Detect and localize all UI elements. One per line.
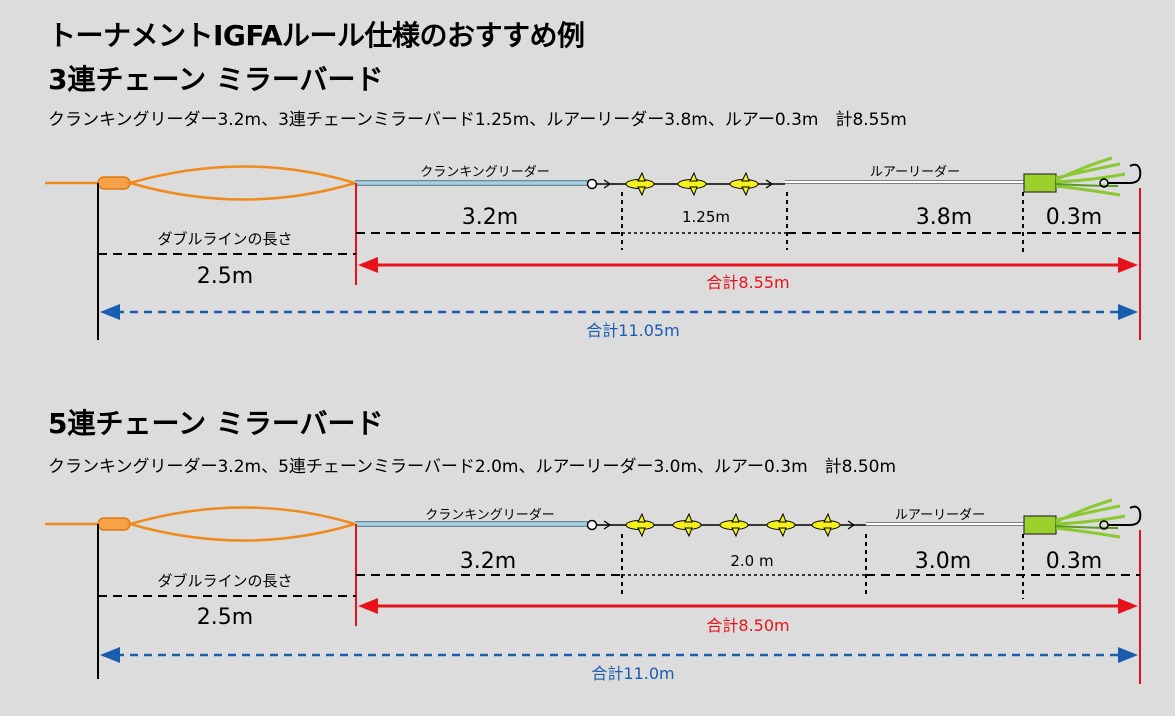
section-description-3-chain: クランキングリーダー3.2m、3連チェーンミラーバード1.25m、ルアーリーダー… — [48, 110, 907, 130]
blue-total-label: 合計11.0m — [591, 664, 674, 683]
red-total-label: 合計8.55m — [706, 273, 789, 292]
red-arrow-left-icon — [358, 257, 378, 273]
mirror-bird-icon — [729, 171, 759, 197]
lure-length-value: 0.3m — [1046, 205, 1102, 230]
mirror-bird-icon — [625, 512, 655, 538]
main-line-group — [45, 506, 360, 542]
section-description-5-chain: クランキングリーダー3.2m、5連チェーンミラーバード2.0m、ルアーリーダー3… — [48, 457, 897, 477]
double-line-length-value: 2.5m — [197, 264, 253, 289]
chain-length-value: 2.0 m — [730, 552, 773, 570]
bimini-knot — [97, 517, 131, 531]
snap-icon — [603, 520, 856, 530]
double-line-loop — [125, 165, 360, 201]
mirror-bird-icon — [719, 512, 749, 538]
double-line-label: ダブルラインの長さ — [157, 572, 292, 590]
red-arrow-right-icon — [1118, 257, 1138, 273]
mirror-bird-icon — [766, 512, 796, 538]
cranking-length-value: 3.2m — [462, 205, 518, 230]
cranking-length-value: 3.2m — [460, 549, 516, 574]
snap-icon — [603, 179, 774, 189]
blue-arrow-right-icon — [1118, 647, 1138, 663]
mirror-bird-icon — [625, 171, 655, 197]
lure-icon — [1023, 498, 1142, 539]
lure-leader-label: ルアーリーダー — [870, 165, 960, 180]
blue-total-label: 合計11.05m — [586, 321, 679, 340]
swivel-ring-icon — [586, 519, 598, 531]
red-total-label: 合計8.50m — [706, 616, 789, 635]
double-line-length-value: 2.5m — [197, 605, 253, 630]
blue-arrow-left-icon — [100, 304, 120, 320]
cranking-leader-label: クランキングリーダー — [420, 165, 550, 180]
mirror-bird-icon — [672, 512, 702, 538]
red-arrow-left-icon — [358, 598, 378, 614]
lure-leader-length-value: 3.8m — [916, 205, 972, 230]
swivel-ring-icon — [586, 178, 598, 190]
mirror-bird-icon — [677, 171, 707, 197]
blue-arrow-right-icon — [1118, 304, 1138, 320]
cranking-leader-label: クランキングリーダー — [425, 508, 555, 523]
lure-icon — [1023, 156, 1142, 197]
bird-chain-group — [625, 512, 841, 538]
lure-length-value: 0.3m — [1046, 549, 1102, 574]
blue-arrow-left-icon — [100, 647, 120, 663]
rig-diagram-5-chain: クランキングリーダー ルアーリーダー 3.2m 2.0 m 3.0m 0.3m … — [45, 498, 1142, 684]
main-line-group — [45, 165, 360, 201]
lure-leader-label: ルアーリーダー — [895, 508, 985, 523]
section-title-3-chain: 3連チェーン ミラーバード — [48, 63, 384, 96]
mirror-bird-icon — [811, 512, 841, 538]
lure-leader-length-value: 3.0m — [915, 549, 971, 574]
bird-chain-group — [625, 171, 759, 197]
bimini-knot — [97, 176, 131, 190]
chain-length-value: 1.25m — [682, 208, 730, 226]
section-title-5-chain: 5連チェーン ミラーバード — [48, 407, 384, 440]
double-line-loop — [125, 506, 360, 542]
double-line-label: ダブルラインの長さ — [157, 230, 292, 248]
page-title: トーナメントIGFAルール仕様のおすすめ例 — [48, 19, 585, 52]
red-arrow-right-icon — [1118, 598, 1138, 614]
rig-diagram-3-chain: クランキングリーダー ルアーリーダー 3.2m 1.25m 3.8m 0.3m … — [45, 156, 1142, 340]
